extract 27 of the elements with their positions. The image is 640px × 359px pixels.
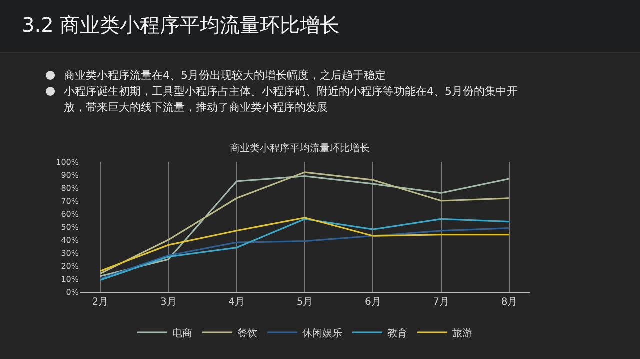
y-tick-label: 90% <box>61 170 80 180</box>
y-tick-label: 10% <box>61 274 80 284</box>
legend-label: 旅游 <box>452 327 472 340</box>
y-tick-label: 70% <box>61 196 80 206</box>
legend-label: 电商 <box>172 327 192 340</box>
x-tick-label: 6月 <box>364 297 382 308</box>
y-tick-label: 0% <box>66 288 80 297</box>
y-tick-label: 50% <box>61 222 80 232</box>
x-tick-label: 3月 <box>160 297 177 308</box>
y-tick-label: 100% <box>56 158 80 167</box>
y-tick-label: 40% <box>61 236 80 245</box>
legend-label: 餐饮 <box>238 327 258 340</box>
x-tick-label: 5月 <box>296 297 314 308</box>
legend-label: 教育 <box>388 327 408 340</box>
y-tick-label: 60% <box>61 210 80 219</box>
y-tick-label: 20% <box>61 262 80 271</box>
chart-title: 商业类小程序平均流量环比增长 <box>230 142 370 155</box>
x-tick-label: 4月 <box>228 297 246 308</box>
legend-label: 休闲娱乐 <box>302 327 342 340</box>
text: 商业类小程序流量在4、5月份出现较大的增长幅度，之后趋于稳定 <box>44 68 524 84</box>
x-tick-label: 2月 <box>92 297 109 308</box>
x-tick-label: 8月 <box>501 297 518 308</box>
text: 3.2 商业类小程序平均流量环比增长 <box>22 12 340 39</box>
y-tick-label: 30% <box>61 248 80 258</box>
y-tick-label: 80% <box>61 184 80 193</box>
text: 小程序诞生初期，工具型小程序占主体。小程序码、附近的小程序等功能在4、5月份的集中开放，带来巨大的线下流量，推动了商业类小程序的发展 <box>44 84 524 116</box>
x-tick-label: 7月 <box>433 297 450 308</box>
